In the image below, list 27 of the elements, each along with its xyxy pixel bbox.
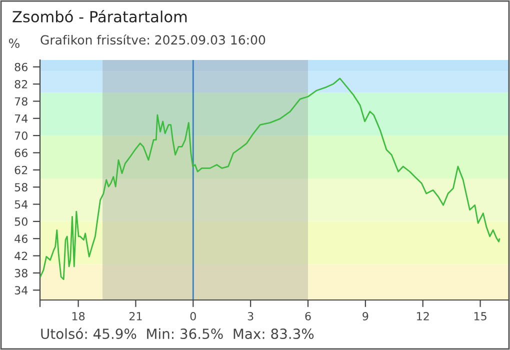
x-tick-label: 12 <box>417 312 429 320</box>
y-tick-label: 62 <box>14 166 28 174</box>
line-series <box>40 78 500 280</box>
x-tick-label: 9 <box>362 312 368 320</box>
chart-title: Zsombó - Páratartalom <box>12 10 187 22</box>
y-tick-label: 42 <box>14 252 28 260</box>
y-tick-label: 82 <box>14 80 28 88</box>
x-tick-label: 21 <box>129 312 142 320</box>
x-tick-label: 18 <box>72 312 85 320</box>
y-tick-label: 74 <box>14 114 28 123</box>
x-tick-label: 0 <box>190 312 196 320</box>
x-tick-label: 3 <box>248 312 254 320</box>
y-tick-label: 58 <box>14 183 28 192</box>
chart-subtitle: Grafikon frissítve: 2025.09.03 16:00 <box>40 34 266 45</box>
y-axis-title: % <box>8 38 20 48</box>
y-tick-label: 46 <box>14 234 28 243</box>
y-tick-label: 54 <box>14 200 28 209</box>
y-tick-label: 66 <box>14 148 28 158</box>
text: Utolsó: 45.9% Min: 36.5% Max: 83.3% <box>41 328 314 340</box>
y-tick-label: 86 <box>14 62 28 72</box>
x-tick-label: 6 <box>305 312 311 320</box>
y-tick-label: 78 <box>14 97 28 106</box>
y-tick-label: 50 <box>14 217 28 226</box>
y-tick-label: 38 <box>14 268 28 278</box>
y-tick-label: 34 <box>14 286 28 295</box>
x-tick-label: 15 <box>474 312 486 320</box>
y-tick-label: 70 <box>14 132 28 140</box>
